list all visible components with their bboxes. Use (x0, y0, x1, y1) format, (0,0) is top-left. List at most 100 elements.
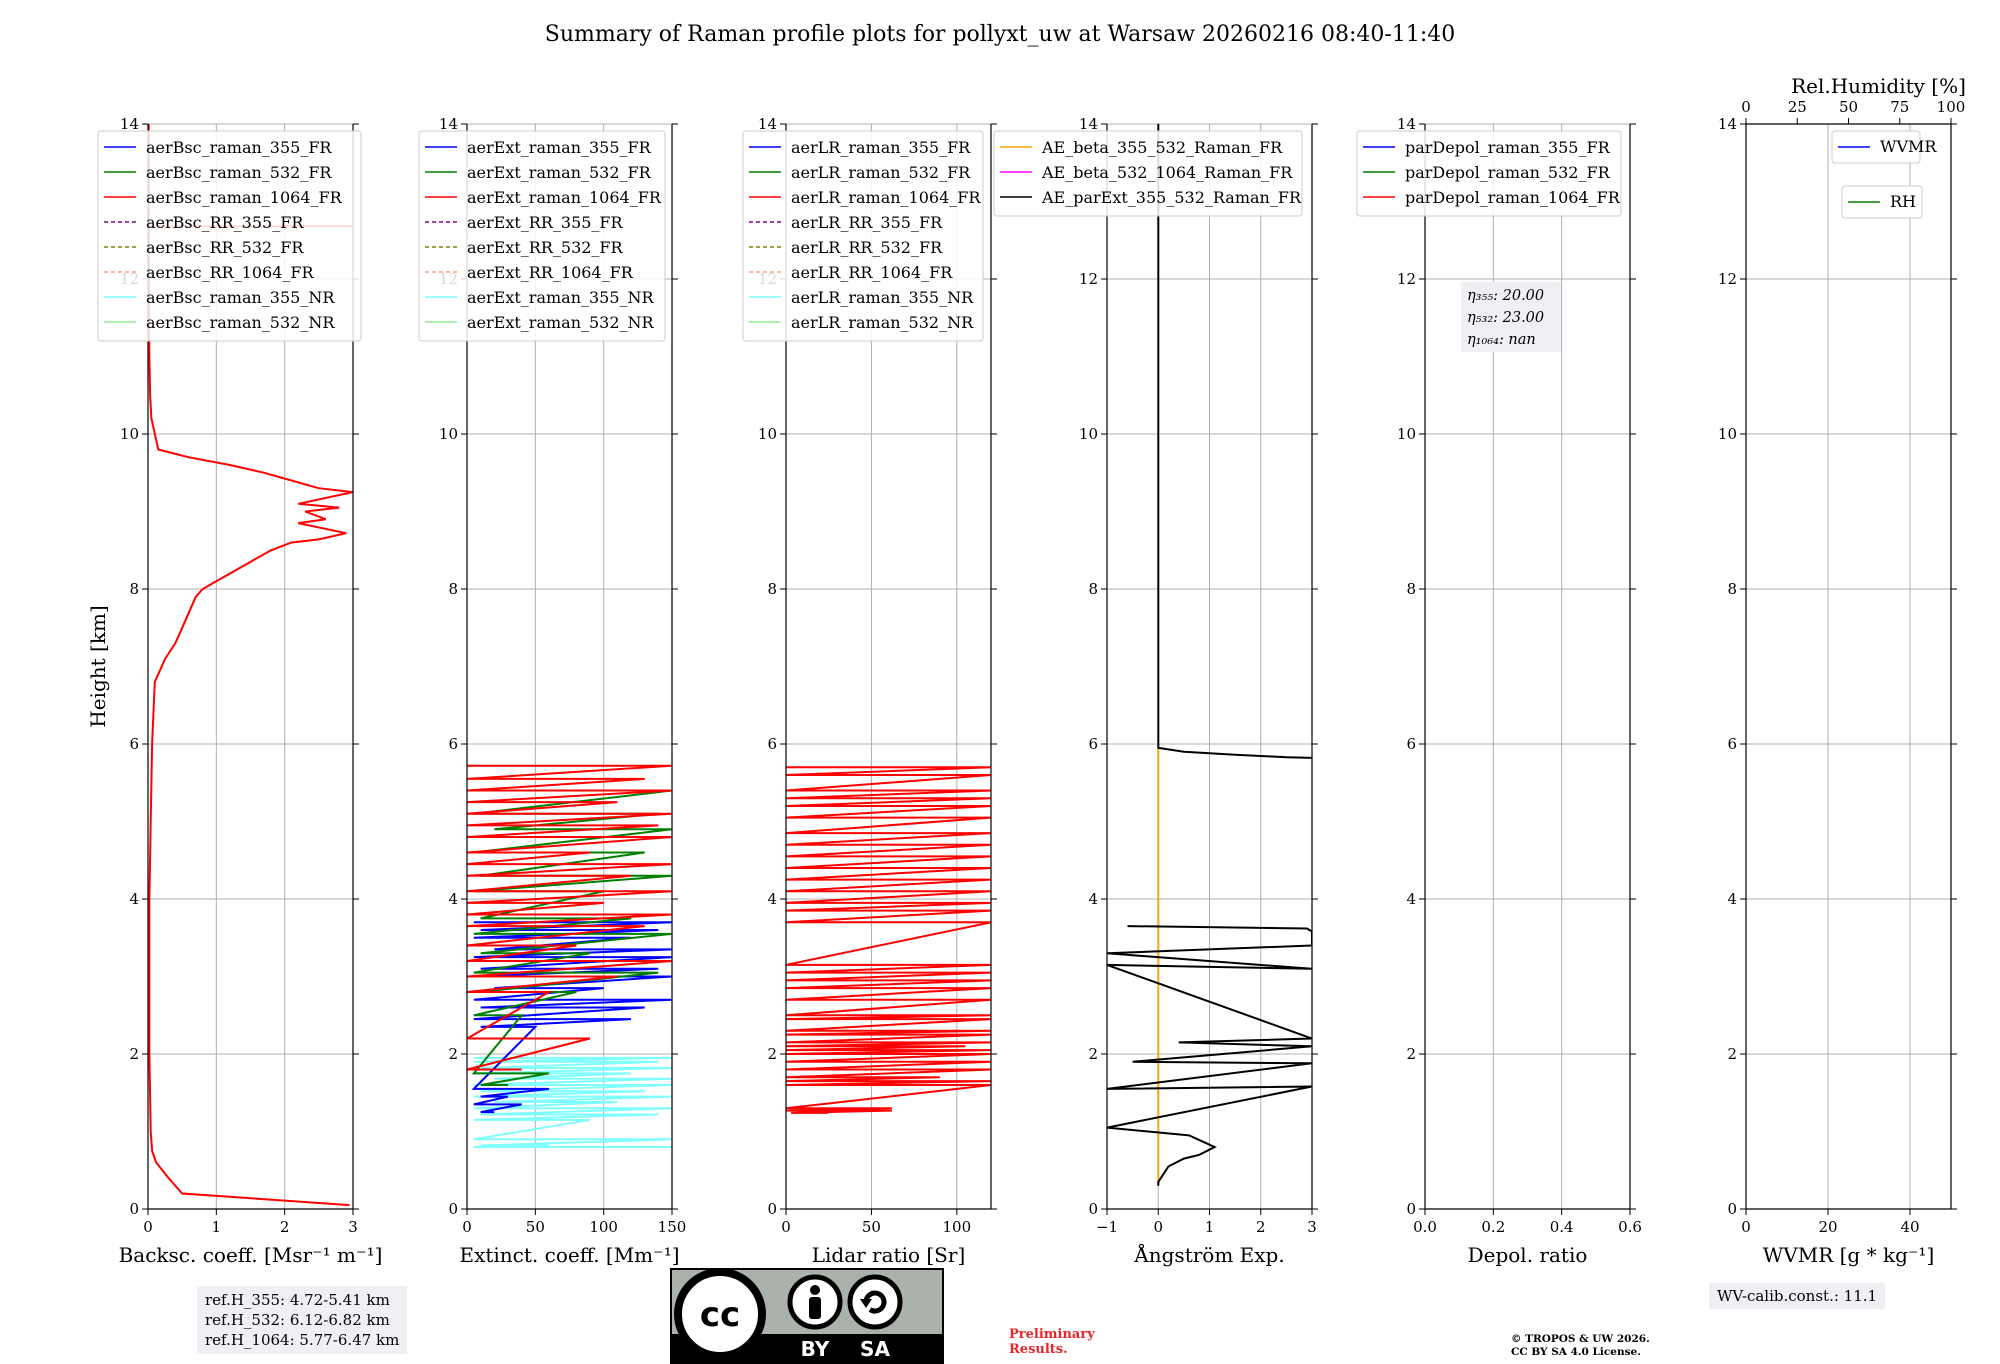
series-aerExt_raman_1064_FR (467, 764, 672, 1071)
cc-license-badge: cc BY SA (670, 1268, 944, 1364)
legend-label: aerBsc_raman_1064_FR (146, 188, 343, 207)
legend-label: aerExt_raman_532_FR (467, 163, 652, 182)
x-tick-label: 0.6 (1618, 1218, 1642, 1236)
x-tick-label: 0.2 (1481, 1218, 1505, 1236)
reference-heights-box: ref.H_355: 4.72-5.41 km ref.H_532: 6.12-… (197, 1286, 408, 1354)
x-tick-label: 100 (589, 1218, 618, 1236)
legend-label: aerBsc_RR_1064_FR (146, 263, 315, 282)
copyright-line-1: © TROPOS & UW 2026. (1511, 1333, 1650, 1345)
legend-label: aerLR_raman_532_NR (791, 313, 974, 332)
y-tick-label: 8 (1088, 580, 1098, 598)
series-aerExt_raman_355_NR (473, 1056, 672, 1148)
y-tick-label: 12 (1079, 270, 1098, 288)
x-tick-label: 1 (1205, 1218, 1215, 1236)
legend: aerBsc_raman_355_FR aerBsc_raman_532_FRae… (97, 130, 362, 342)
legend-label: aerLR_RR_355_FR (791, 213, 943, 232)
annotation-text: η₃₅₅: 20.00 (1467, 288, 1544, 304)
x-tick-label: 0.4 (1550, 1218, 1574, 1236)
ref-height-1064: ref.H_1064: 5.77-6.47 km (205, 1331, 400, 1349)
y-tick-label: 10 (758, 425, 777, 443)
preliminary-line-1: Preliminary (1009, 1327, 1095, 1342)
x-tick-label: 50 (862, 1218, 881, 1236)
x-tick-label: 1 (212, 1218, 222, 1236)
y-tick-label: 0 (129, 1200, 139, 1218)
series-group (467, 764, 672, 1148)
x-tick-label: 3 (348, 1218, 358, 1236)
ref-height-532: ref.H_532: 6.12-6.82 km (205, 1311, 390, 1329)
annotation-text: η₅₃₂: 23.00 (1467, 310, 1544, 326)
x-tick-label: 3 (1307, 1218, 1317, 1236)
legend-box (742, 130, 984, 342)
y-tick-label: 12 (1718, 270, 1737, 288)
legend-label: aerExt_raman_532_NR (467, 313, 655, 332)
ref-height-355: ref.H_355: 4.72-5.41 km (205, 1291, 390, 1309)
y-tick-label: 8 (1406, 580, 1416, 598)
legend-label: aerExt_RR_355_FR (467, 213, 624, 232)
legend-box (418, 130, 666, 342)
annotation-text: η₁₀₆₄: nan (1467, 332, 1536, 348)
y-tick-label: 0 (1406, 1200, 1416, 1218)
x-tick-label: 100 (943, 1218, 972, 1236)
y-tick-label: 6 (129, 735, 139, 753)
legend-label: AE_beta_355_532_Raman_FR (1041, 138, 1283, 157)
legend-box (1356, 130, 1622, 217)
y-tick-label: 14 (120, 115, 139, 133)
x-tick-label: −1 (1096, 1218, 1118, 1236)
y-tick-label: 2 (129, 1045, 139, 1063)
legend: parDepol_raman_355_FR parDepol_raman_532_… (1356, 130, 1622, 217)
legend-label: aerLR_RR_1064_FR (791, 263, 953, 282)
copyright-line-2: CC BY SA 4.0 License. (1511, 1346, 1641, 1358)
y-tick-label: 14 (439, 115, 458, 133)
legend-label: WVMR (1880, 137, 1937, 156)
legend-label: aerLR_raman_1064_FR (791, 188, 981, 207)
y-tick-label: 0 (1727, 1200, 1737, 1218)
panel-lidar_ratio: 02468101214050100Lidar ratio [Sr]aerLR_r… (742, 115, 997, 1267)
by-label: BY (801, 1337, 830, 1361)
y-tick-label: 2 (1088, 1045, 1098, 1063)
legend-label: RH (1890, 192, 1916, 211)
legend-label: aerExt_RR_532_FR (467, 238, 624, 257)
legend: AE_beta_355_532_Raman_FR AE_beta_532_1064… (993, 130, 1303, 217)
y-tick-label: 10 (120, 425, 139, 443)
copyright-note: © TROPOS & UW 2026. CC BY SA 4.0 License… (1511, 1333, 1711, 1359)
y-tick-label: 6 (1406, 735, 1416, 753)
series-aerBsc_raman_1064_FR (148, 124, 353, 1207)
x-tick-label: 0 (1153, 1218, 1163, 1236)
legend-label: aerBsc_raman_532_FR (146, 163, 332, 182)
y-tick-label: 14 (1718, 115, 1737, 133)
legend-label: aerLR_raman_355_NR (791, 288, 974, 307)
annotation-box (1461, 282, 1561, 352)
y-axis-label: Height [km] (86, 605, 110, 727)
y-tick-label: 6 (1088, 735, 1098, 753)
legend-label: aerBsc_raman_355_NR (146, 288, 335, 307)
x-tick-label: 50 (526, 1218, 545, 1236)
cc-logo-text: cc (700, 1295, 740, 1335)
y-tick-label: 0 (448, 1200, 458, 1218)
x2-tick-label: 0 (1741, 98, 1751, 116)
wv-calib-box: WV-calib.const.: 11.1 (1709, 1283, 1886, 1309)
legend-label: aerExt_raman_1064_FR (467, 188, 662, 207)
panel-depol: 0 2 4 6 8 10 12 14 0.0 0.2 0.4 0.6 Depol. ratio parDe… (1356, 115, 1642, 1267)
x2-tick-label: 50 (1839, 98, 1858, 116)
series-group (786, 766, 991, 1114)
x-tick-label: 20 (1818, 1218, 1837, 1236)
y-tick-label: 8 (129, 580, 139, 598)
x-axis-label: Lidar ratio [Sr] (812, 1243, 966, 1267)
legend-label: aerExt_raman_355_NR (467, 288, 655, 307)
legend-label: aerLR_raman_532_FR (791, 163, 971, 182)
y-tick-label: 8 (448, 580, 458, 598)
y-tick-label: 2 (448, 1045, 458, 1063)
legend-label: parDepol_raman_1064_FR (1405, 188, 1621, 207)
x-tick-label: 0 (462, 1218, 472, 1236)
x2-axis-label: Rel.Humidity [%] (1791, 74, 1966, 98)
legend-box (97, 130, 362, 342)
legend-box (1841, 185, 1923, 219)
x2-tick-label: 75 (1890, 98, 1909, 116)
x-axis-label: Ångström Exp. (1133, 1242, 1284, 1267)
series-aerLR_raman_1064_FR (786, 766, 991, 1114)
x-axis-label: Extinct. coeff. [Mm⁻¹] (459, 1243, 679, 1267)
x-tick-label: 0 (1741, 1218, 1751, 1236)
y-tick-label: 8 (1727, 580, 1737, 598)
